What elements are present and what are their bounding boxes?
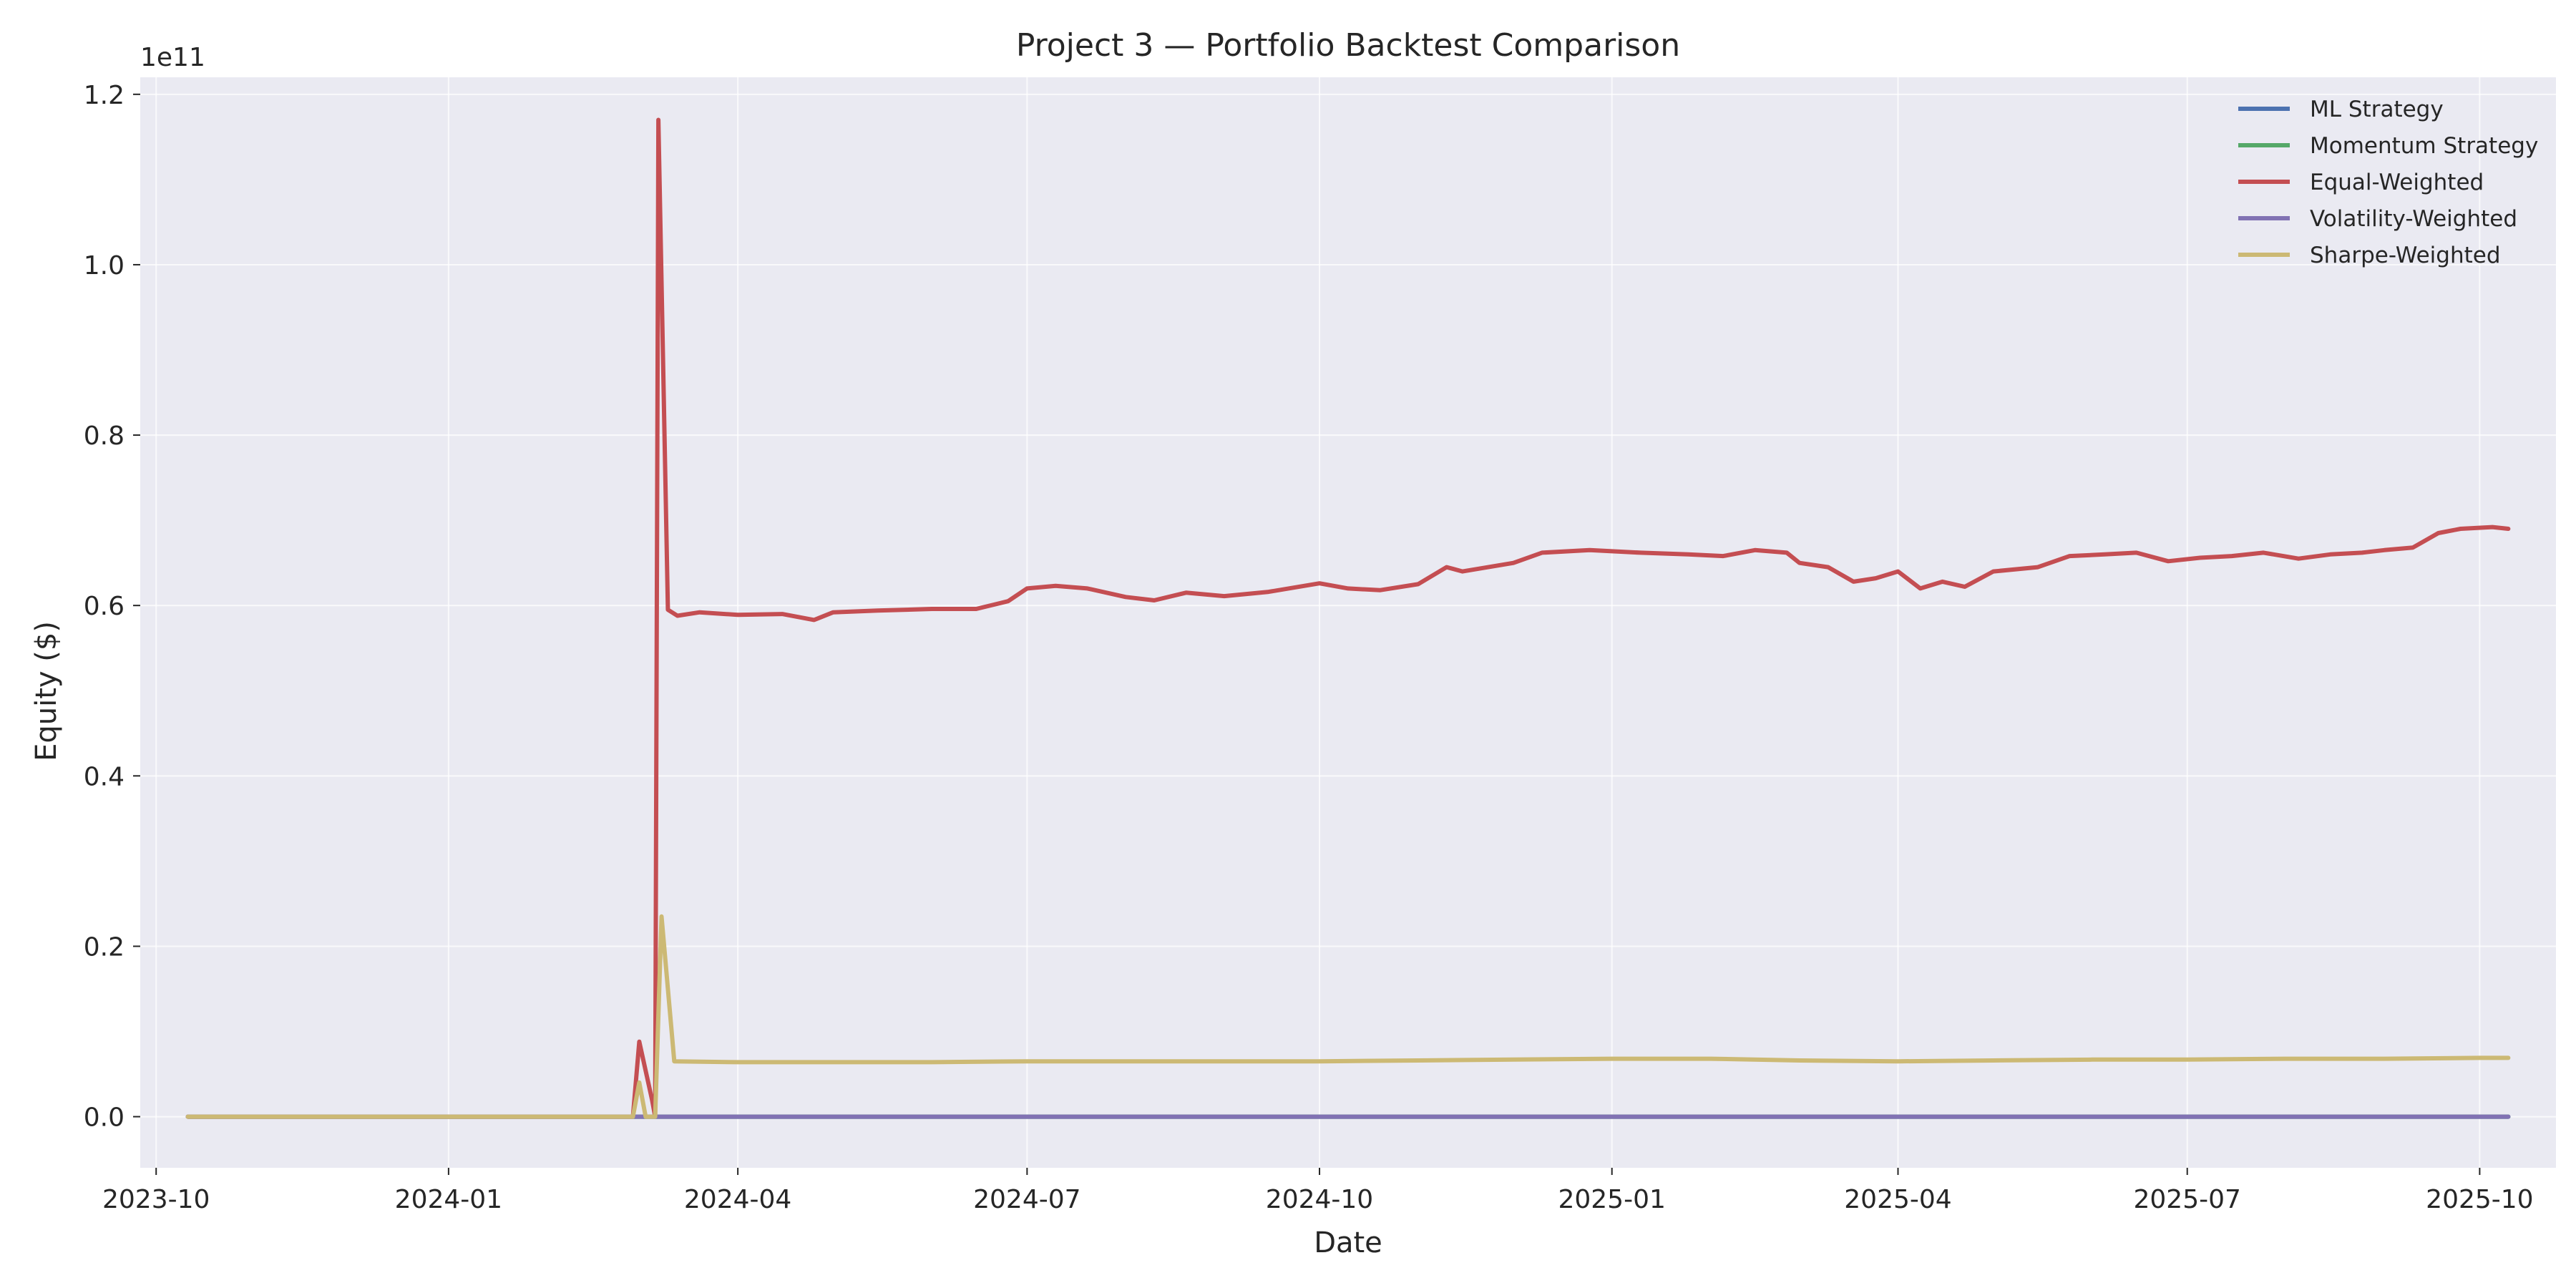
y-axis-offset-label: 1e11 (140, 43, 205, 72)
legend-label-volatility-weighted: Volatility-Weighted (2310, 206, 2517, 232)
plot-area (140, 77, 2556, 1168)
x-axis-title: Date (1314, 1226, 1382, 1259)
x-tick-label: 2023-10 (102, 1185, 210, 1214)
y-tick-label: 1.2 (84, 81, 125, 110)
legend-label-sharpe-weighted: Sharpe-Weighted (2310, 243, 2501, 268)
x-tick-label: 2025-07 (2134, 1185, 2241, 1214)
x-tick-label: 2025-01 (1558, 1185, 1665, 1214)
x-tick-label: 2025-10 (2426, 1185, 2533, 1214)
x-tick-label: 2024-01 (395, 1185, 502, 1214)
y-tick-label: 0.6 (84, 592, 125, 621)
y-axis-ticks: 0.0 0.2 0.4 0.6 0.8 1.0 1.2 (84, 81, 140, 1133)
legend-label-momentum-strategy: Momentum Strategy (2310, 133, 2538, 159)
y-tick-label: 0.8 (84, 421, 125, 451)
x-tick-label: 2024-07 (973, 1185, 1080, 1214)
legend: ML Strategy Momentum Strategy Equal-Weight… (2238, 97, 2538, 268)
y-tick-label: 0.0 (84, 1103, 125, 1133)
legend-label-equal-weighted: Equal-Weighted (2310, 170, 2484, 195)
x-tick-label: 2024-04 (684, 1185, 791, 1214)
x-tick-label: 2024-10 (1266, 1185, 1373, 1214)
legend-label-ml-strategy: ML Strategy (2310, 97, 2444, 122)
x-tick-label: 2025-04 (1844, 1185, 1951, 1214)
chart-title: Project 3 — Portfolio Backtest Compariso… (1016, 27, 1680, 64)
series-line-equal-weighted (185, 117, 2511, 1119)
x-axis-ticks: 2023-10 2024-01 2024-04 2024-07 2024-10 2025-… (102, 1168, 2534, 1214)
y-tick-label: 1.0 (84, 251, 125, 280)
series-lines (185, 117, 2511, 1119)
series-line-sharpe-weighted (185, 914, 2511, 1119)
y-axis-title: Equity ($) (30, 621, 63, 761)
y-tick-label: 0.2 (84, 932, 125, 962)
y-tick-label: 0.4 (84, 762, 125, 791)
